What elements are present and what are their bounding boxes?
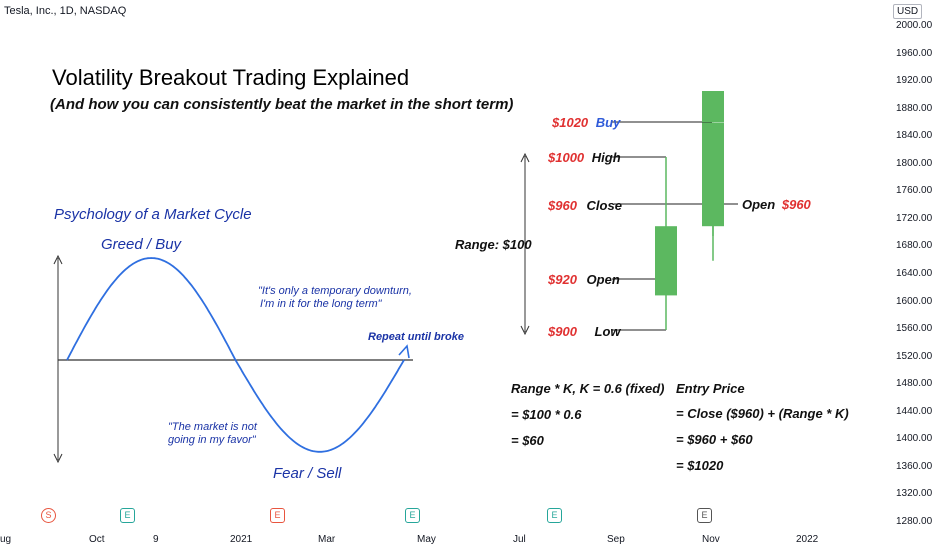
price-tick: 1600.00 [896,295,932,307]
cycle-y-arrow-top [53,254,63,265]
subtitle: (And how you can consistently beat the m… [50,96,514,113]
price-tick: 1560.00 [896,323,932,335]
buy-annotation: $1020 Buy [552,115,620,130]
close-label: Close [586,198,622,213]
fear-label: Fear / Sell [273,465,342,482]
quote-top: "It's only a temporary downturn, I'm in … [258,285,412,311]
price-tick: 2000.00 [896,20,932,31]
buy-price: $1020 [552,115,589,130]
calc-line-2: = $100 * 0.6 [511,407,582,422]
time-tick: Sep [607,534,625,545]
range-arrow-top [520,152,530,163]
time-tick: 9 [153,534,159,545]
open-annotation: $920 Open [548,272,620,287]
chart-ticker-title: Tesla, Inc., 1D, NASDAQ [4,5,127,17]
price-tick: 1920.00 [896,75,932,87]
range-label: Range: $100 [455,237,532,252]
calc-line-1: Range * K, K = 0.6 (fixed) [511,381,665,396]
currency-badge[interactable]: USD [893,4,923,19]
time-tick: Nov [702,534,720,545]
price-tick: 1720.00 [896,212,932,224]
price-tick: 1760.00 [896,185,932,197]
price-tick: 1880.00 [896,102,932,114]
time-tick: Jul [513,534,526,545]
event-marker[interactable]: E [120,508,135,523]
price-tick: 1440.00 [896,405,932,417]
event-marker[interactable]: E [405,508,420,523]
price-tick: 1480.00 [896,378,932,390]
quote-top-line-1: "It's only a temporary downturn, [258,285,412,297]
cycle-y-arrow-bottom [53,453,63,464]
time-tick: ug [0,534,12,545]
event-marker[interactable]: E [270,508,285,523]
next-open-price: $960 [781,197,811,212]
time-tick: Oct [89,534,105,545]
candlestick-group [655,91,724,330]
price-tick: 1280.00 [896,515,932,527]
repeat-label: Repeat until broke [368,331,464,343]
price-tick: 1520.00 [896,350,932,362]
market-cycle-curve [66,257,405,453]
entry-title: Entry Price [676,381,745,396]
quote-bottom-line-2: going in my favor" [168,434,256,446]
high-annotation: $1000 High [548,150,621,165]
price-axis-panel[interactable] [890,0,932,550]
price-tick: 1840.00 [896,130,932,142]
price-tick: 1960.00 [896,47,932,59]
quote-bottom-line-1: "The market is not [168,421,257,433]
open-price: $920 [548,272,577,287]
price-tick: 1800.00 [896,157,932,169]
time-tick: 2022 [796,534,819,545]
calc-line-3: = $60 [511,433,544,448]
entry-line-2: = $960 + $60 [676,432,753,447]
cycle-curve-arrowhead [398,344,410,359]
quote-top-line-2: I'm in it for the long term" [260,298,382,310]
close-annotation: $960 Close [548,198,622,213]
buy-label: Buy [595,115,621,130]
candle-body-extension [702,91,724,122]
entry-line-3: = $1020 [676,458,724,473]
time-tick: Mar [318,534,336,545]
close-price: $960 [548,198,577,213]
price-tick: 1320.00 [896,488,932,500]
candle-body [655,226,677,296]
price-tick: 1360.00 [896,460,932,472]
entry-line-1: = Close ($960) + (Range * K) [676,406,849,421]
event-marker[interactable]: S [41,508,56,523]
low-price: $900 [548,324,577,339]
high-label: High [591,150,621,165]
candle-body [702,122,724,227]
price-tick: 1640.00 [896,267,932,279]
range-arrow-bottom [520,325,530,336]
quote-bottom: "The market is not going in my favor" [168,421,257,447]
high-price: $1000 [548,150,585,165]
greed-label: Greed / Buy [101,236,182,253]
time-tick: 2021 [230,534,253,545]
time-tick: May [417,534,436,545]
low-annotation: $900 Low [548,324,621,339]
open-label: Open [586,272,620,287]
cycle-title: Psychology of a Market Cycle [54,206,252,223]
price-tick: 1680.00 [896,240,932,252]
next-open-label: Open [742,197,776,212]
event-marker[interactable]: E [697,508,712,523]
main-title: Volatility Breakout Trading Explained [52,65,410,90]
price-tick: 1400.00 [896,433,932,445]
low-label: Low [594,324,621,339]
event-marker[interactable]: E [547,508,562,523]
next-open-annotation: Open $960 [742,197,811,212]
